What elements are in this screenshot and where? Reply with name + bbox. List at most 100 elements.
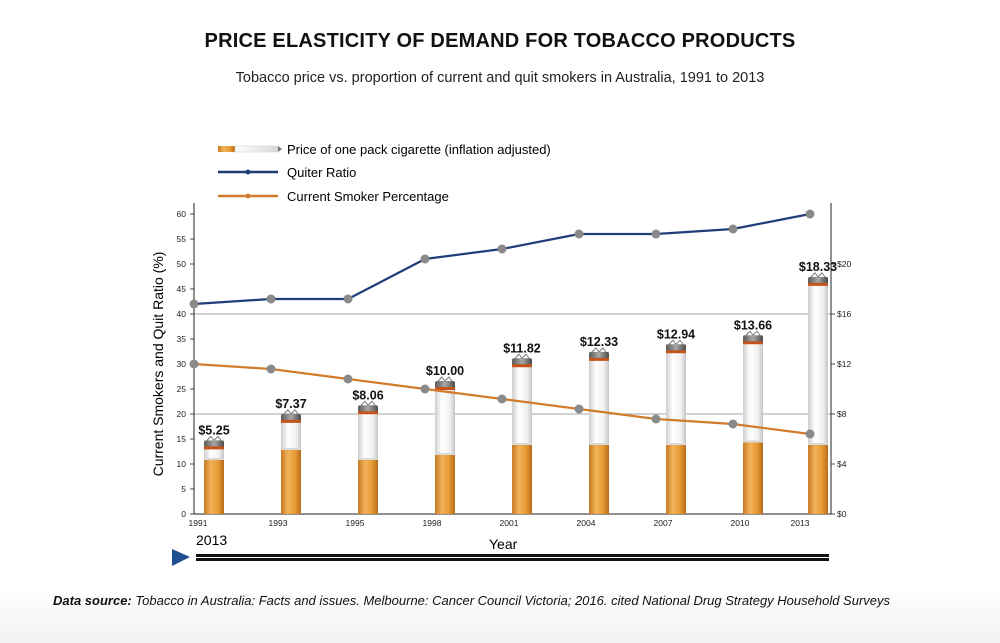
cigarette-filter (808, 444, 828, 514)
x-tick-label-2004: 2004 (577, 518, 596, 528)
legend-label-price: Price of one pack cigarette (inflation a… (287, 142, 551, 157)
y2-tick-label-8: $8 (837, 409, 847, 419)
legend: Price of one pack cigarette (inflation a… (218, 142, 551, 204)
cigarette-ember (589, 357, 609, 361)
legend-smoker-dot-icon (245, 193, 251, 199)
price-label-1998: $10.00 (426, 364, 464, 378)
cigarette-paper (666, 352, 686, 444)
chart: Price of one pack cigarette (inflation a… (150, 142, 851, 566)
legend-cigarette-filter-icon (218, 146, 235, 152)
y2-tick-label-20: $20 (837, 259, 851, 269)
x-tick-label-1993: 1993 (269, 518, 288, 528)
price-label-2007: $12.94 (657, 327, 695, 341)
cigarette-bar-2010: $13.66 (734, 318, 772, 514)
legend-label-quit: Quiter Ratio (287, 165, 356, 180)
x-tick-label-1995: 1995 (346, 518, 365, 528)
data-source-text: Tobacco in Australia: Facts and issues. … (135, 593, 891, 608)
x-tick-label-1991: 1991 (189, 518, 208, 528)
cigarette-filter (589, 444, 609, 514)
price-label-1993: $7.37 (275, 397, 306, 411)
cigarette-smoke (810, 272, 826, 278)
cigarette-band (358, 458, 378, 460)
cigarette-paper (512, 366, 532, 444)
y-ticks-right: $0 $4 $8 $12 $16 $20 (831, 259, 851, 519)
cigarette-paper (743, 343, 763, 442)
legend-cigarette-paper-icon (234, 145, 279, 153)
timeline-play-button[interactable] (172, 549, 190, 566)
data-source: Data source: Tobacco in Australia: Facts… (53, 593, 890, 608)
cigarette-smoke (668, 339, 684, 346)
cigarette-smoke (360, 400, 376, 407)
cigarette-filter (435, 454, 455, 514)
legend-cigarette-tip-icon (278, 146, 282, 152)
quit-ratio-point-1993 (266, 294, 276, 304)
legend-label-smoker: Current Smoker Percentage (287, 189, 449, 204)
y-tick-label-0: 0 (181, 509, 186, 519)
cigarette-band (743, 440, 763, 443)
cigarette-bar-2001: $11.82 (503, 341, 541, 514)
line-series (189, 209, 815, 439)
cigarette-paper (281, 421, 301, 449)
x-ticks: 1991 1993 1995 1998 2001 2004 2007 2010 2013 (189, 518, 810, 528)
data-source-label: Data source: (53, 593, 132, 608)
cigarette-band (435, 453, 455, 455)
cigarette-band (666, 443, 686, 445)
y-tick-label-25: 25 (177, 384, 187, 394)
quit-ratio-point-2013 (805, 209, 815, 219)
cigarette-paper (808, 284, 828, 444)
x-axis-label: Year (489, 536, 518, 552)
y2-tick-label-0: $0 (837, 509, 847, 519)
cigarette-paper (204, 448, 224, 459)
price-label-1991: $5.25 (198, 423, 229, 437)
cigarette-bar-1991: $5.25 (198, 423, 230, 514)
cigarette-bar-2004: $12.33 (580, 335, 618, 514)
current-smoker-point-2013 (805, 429, 815, 439)
legend-item-price: Price of one pack cigarette (inflation a… (218, 142, 551, 157)
current-smoker-point-1991 (189, 359, 199, 369)
quit-ratio-point-2001 (497, 244, 507, 254)
y-tick-label-60: 60 (177, 209, 187, 219)
cigarette-bar-1993: $7.37 (275, 397, 307, 514)
cigarette-ember (512, 364, 532, 368)
current-smoker-point-2010 (728, 419, 738, 429)
y-axis-label: Current Smokers and Quit Ratio (%) (150, 252, 166, 477)
quit-ratio-point-1995 (343, 294, 353, 304)
y-tick-label-5: 5 (181, 484, 186, 494)
quit-ratio-point-1991 (189, 299, 199, 309)
cigarette-ember (358, 411, 378, 415)
y-ticks-left: 0 5 10 15 20 25 30 35 40 45 50 55 60 (177, 209, 194, 519)
cigarette-filter (358, 459, 378, 514)
cigarette-filter (512, 444, 532, 514)
x-tick-label-2010: 2010 (731, 518, 750, 528)
quit-ratio-line (193, 212, 811, 306)
quit-ratio-point-2007 (651, 229, 661, 239)
y-tick-label-45: 45 (177, 284, 187, 294)
current-smoker-point-2004 (574, 404, 584, 414)
timeline: 2013 (172, 532, 829, 566)
price-label-2004: $12.33 (580, 335, 618, 349)
chart-subtitle: Tobacco price vs. proportion of current … (235, 70, 765, 86)
current-smoker-point-2007 (651, 414, 661, 424)
price-label-2001: $11.82 (503, 341, 541, 355)
current-smoker-point-1998 (420, 384, 430, 394)
current-smoker-point-1993 (266, 364, 276, 374)
price-label-2010: $13.66 (734, 318, 772, 332)
chart-title: PRICE ELASTICITY OF DEMAND FOR TOBACCO P… (204, 30, 796, 52)
cigarette-smoke (206, 435, 222, 442)
x-tick-label-2013: 2013 (791, 518, 810, 528)
current-smoker-point-2001 (497, 394, 507, 404)
y-tick-label-40: 40 (177, 309, 187, 319)
cigarette-paper (435, 389, 455, 454)
cigarette-band (281, 448, 301, 450)
cigarette-smoke (591, 347, 607, 353)
cigarette-ember (204, 446, 224, 450)
y2-tick-label-16: $16 (837, 309, 851, 319)
cigarette-bar-2013: $18.33 (799, 260, 837, 514)
legend-quit-dot-icon (245, 169, 251, 175)
cigarette-band (808, 443, 828, 445)
cigarette-paper (358, 413, 378, 459)
cigarette-filter (743, 441, 763, 514)
x-tick-label-2007: 2007 (654, 518, 673, 528)
cigarette-ember (435, 387, 455, 390)
cigarette-smoke (745, 330, 761, 337)
